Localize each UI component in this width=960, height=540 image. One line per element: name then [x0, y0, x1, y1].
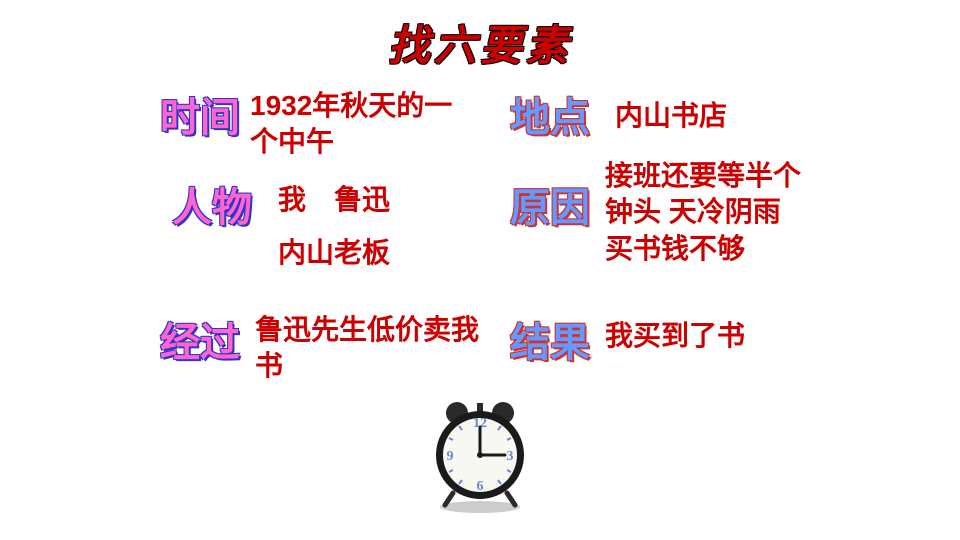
- svg-text:6: 6: [477, 479, 484, 494]
- svg-text:9: 9: [447, 449, 454, 464]
- content-people-2: 内山老板: [278, 235, 390, 271]
- svg-text:3: 3: [507, 449, 514, 464]
- content-place: 内山书店: [615, 98, 727, 134]
- label-people: 人物: [172, 175, 252, 233]
- clock-icon: 12 3 6 9: [425, 395, 535, 520]
- content-people-1: 我 鲁迅: [278, 182, 390, 218]
- label-reason: 原因: [510, 175, 590, 233]
- content-reason: 接班还要等半个钟头 天冷阴雨 买书钱不够: [605, 158, 815, 267]
- content-process: 鲁迅先生低价卖我书: [255, 312, 485, 385]
- label-time: 时间: [160, 85, 240, 143]
- content-result: 我买到了书: [605, 318, 745, 354]
- label-process: 经过: [160, 310, 240, 368]
- label-result: 结果: [510, 310, 590, 368]
- slide-title: 找六要素: [388, 12, 572, 73]
- content-time: 1932年秋天的一个中午: [250, 88, 470, 161]
- label-place: 地点: [510, 85, 590, 143]
